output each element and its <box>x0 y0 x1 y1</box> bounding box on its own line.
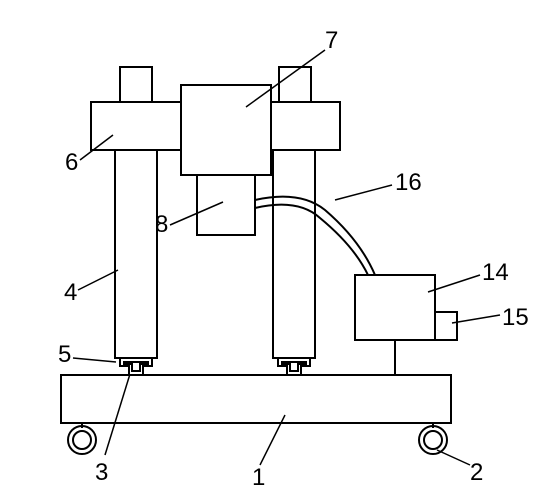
label-8: 8 <box>155 211 168 238</box>
post-left <box>115 128 157 358</box>
label-1: 1 <box>252 464 265 491</box>
foot-right <box>278 358 310 375</box>
topcap-left <box>120 67 152 102</box>
topblock-left <box>91 102 181 150</box>
label-3: 3 <box>95 459 108 486</box>
label-15: 15 <box>502 304 529 331</box>
label-14: 14 <box>482 259 509 286</box>
label-16: 16 <box>395 169 422 196</box>
label-2: 2 <box>470 459 483 486</box>
block-8 <box>197 175 255 235</box>
wheel-left <box>68 423 96 454</box>
foot-left <box>120 358 152 375</box>
label-group: 1 2 3 4 5 6 7 8 14 15 16 <box>58 27 529 491</box>
post-right <box>273 128 315 358</box>
label-4: 4 <box>64 279 77 306</box>
label-6: 6 <box>65 149 78 176</box>
diagram-svg: 1 2 3 4 5 6 7 8 14 15 16 <box>0 0 534 503</box>
block-15 <box>435 312 457 340</box>
wheel-right <box>419 423 447 454</box>
block-14 <box>355 275 435 340</box>
label-7: 7 <box>325 27 338 54</box>
base-plate <box>61 375 451 423</box>
label-5: 5 <box>58 341 71 368</box>
